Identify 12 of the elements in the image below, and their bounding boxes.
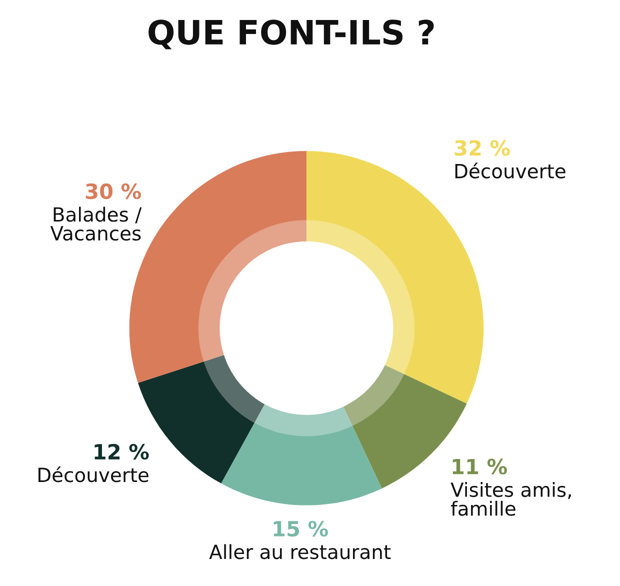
data-label: 15 % [274, 520, 328, 537]
data-label: 32 % [454, 140, 510, 156]
slice-label: Visites amis, famille [450, 482, 571, 516]
slice-label: Découverte [455, 162, 566, 178]
chart-title: QUE FONT-ILS ? [148, 20, 434, 50]
data-label: 12 % [94, 444, 149, 460]
data-label: 30 % [86, 183, 141, 200]
slice-label: Balades / Vacances [50, 206, 142, 241]
donut-slice [221, 404, 382, 506]
data-label: 11 % [452, 458, 507, 474]
slice-label: Aller au restaurant [209, 544, 391, 560]
slice-label: Découverte [38, 466, 148, 482]
